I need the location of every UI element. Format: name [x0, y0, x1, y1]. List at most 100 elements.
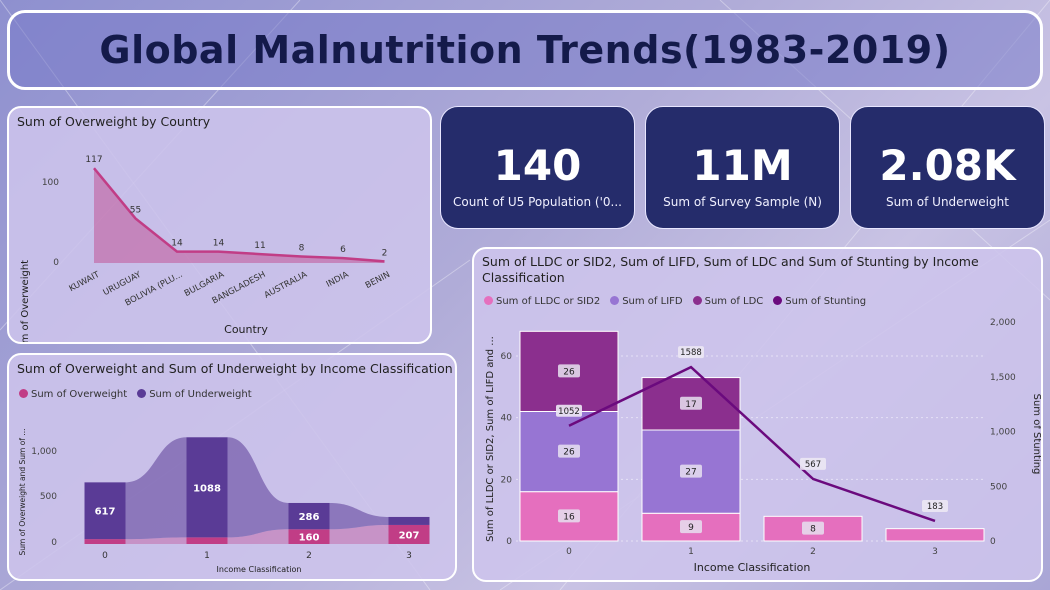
data-label-6: 6	[340, 245, 346, 255]
kpi-card-survey-sample[interactable]: 11M Sum of Survey Sample (N)	[645, 106, 840, 229]
lldc-lifd-ldc-stunting-panel[interactable]: Sum of LLDC or SID2, Sum of LIFD, Sum of…	[472, 247, 1043, 582]
data-label-0: 117	[85, 155, 102, 165]
left-ytick-2: 20	[501, 475, 513, 485]
ribbon-2	[329, 502, 389, 530]
data-label-1: 55	[130, 205, 141, 215]
underweight-bar-0	[84, 482, 126, 540]
overweight-area-chart[interactable]: Sum of Overweight 100 0 Country 117 55 14 1…	[9, 108, 432, 344]
x-tick-label-0: 0	[566, 547, 572, 557]
kpi-label: Sum of Survey Sample (N)	[663, 195, 822, 209]
income-y-axis-label: Sum of Overweight and Sum of ...	[18, 429, 27, 556]
income-ytick-1000: 1,000	[31, 447, 57, 457]
overweight-by-country-panel[interactable]: Sum of Overweight by Country Sum of Over…	[7, 106, 432, 344]
combo-chart-title: Sum of LLDC or SID2, Sum of LIFD, Sum of…	[482, 254, 979, 285]
bar-label-2-0: 26	[563, 367, 575, 377]
bar-data-label-2: 286	[299, 512, 320, 523]
dashboard-header: Global Malnutrition Trends(1983-2019)	[7, 10, 1043, 90]
x-tick-label-3: 3	[932, 547, 938, 557]
bar-label-box-1-0	[558, 444, 580, 458]
bar-data-label-4: 207	[399, 530, 420, 541]
income-chart-title: Sum of Overweight and Sum of Underweight…	[17, 361, 453, 376]
kpi-label: Sum of Underweight	[886, 195, 1009, 209]
bar-label-box-1-1	[680, 464, 702, 478]
income-ribbon-chart[interactable]: Sum of Overweight and Sum of ... 1,000 5…	[9, 355, 457, 581]
legend-item-stunting[interactable]: Sum of Stunting	[773, 296, 866, 307]
bar-label-box-2-0	[558, 364, 580, 378]
bar-label-box-0-2	[802, 521, 824, 535]
bar-label-box-0-0	[558, 509, 580, 523]
stunting-label-box-1	[678, 346, 704, 359]
stunting-label-1: 1588	[680, 348, 702, 358]
kpi-value: 2.08K	[879, 141, 1016, 190]
stunting-label-box-0	[556, 404, 582, 417]
right-ytick-3: 500	[990, 482, 1007, 492]
underweight-bar-3	[388, 516, 430, 525]
legend-item-lifd[interactable]: Sum of LIFD	[610, 296, 683, 307]
legend-item-underweight[interactable]: Sum of Underweight	[137, 389, 252, 400]
income-ytick-500: 500	[40, 492, 57, 502]
underweight-bar-1	[186, 437, 228, 538]
x-tick-label-7: BENIN	[364, 270, 392, 291]
legend-item-ldc[interactable]: Sum of LDC	[692, 296, 763, 307]
data-label-7: 2	[382, 248, 388, 258]
ribbon-2	[329, 524, 389, 544]
income-overweight-underweight-panel[interactable]: Sum of Overweight and Sum of Underweight…	[7, 353, 457, 581]
kpi-value: 140	[493, 141, 582, 190]
page-title: Global Malnutrition Trends(1983-2019)	[99, 28, 951, 72]
x-tick-label-0: KUWAIT	[68, 269, 103, 294]
left-ytick-1: 40	[501, 414, 513, 424]
bar-label-1-1: 27	[685, 468, 696, 478]
data-label-2: 14	[171, 239, 183, 249]
kpi-card-u5-population[interactable]: 140 Count of U5 Population ('0...	[440, 106, 635, 229]
x-tick-label-0: 0	[102, 551, 108, 561]
stunting-label-box-2	[800, 457, 826, 470]
overweight-bar-0	[84, 539, 126, 544]
legend-item-overweight[interactable]: Sum of Overweight	[19, 389, 127, 400]
data-label-5: 8	[299, 244, 305, 254]
kpi-value: 11M	[692, 141, 793, 190]
overweight-bar-2	[288, 529, 330, 544]
income-ytick-0: 0	[51, 538, 57, 548]
stunting-label-box-3	[922, 499, 948, 512]
right-ytick-2: 1,000	[990, 428, 1016, 438]
data-label-3: 14	[213, 239, 225, 249]
stunting-line	[568, 365, 936, 523]
bar-label-0-0: 16	[563, 512, 575, 522]
overweight-area-fill	[94, 168, 385, 263]
overweight-chart-title: Sum of Overweight by Country	[17, 114, 211, 129]
kpi-card-underweight[interactable]: 2.08K Sum of Underweight	[850, 106, 1045, 229]
bar-label-box-0-1	[680, 520, 702, 534]
income-x-axis-label: Income Classification	[217, 565, 302, 574]
stack-bar-0-3	[885, 528, 985, 542]
bar-label-box-2-1	[680, 396, 702, 410]
x-tick-label-2: 2	[306, 551, 312, 561]
income-chart-legend: Sum of Overweight Sum of Underweight	[19, 389, 252, 400]
ribbon-0	[125, 537, 187, 544]
overweight-bar-3	[388, 524, 430, 544]
overweight-ytick-0: 0	[53, 258, 59, 268]
bar-label-0-1: 9	[688, 523, 694, 533]
legend-item-lldc[interactable]: Sum of LLDC or SID2	[484, 296, 600, 307]
x-tick-label-5: AUSTRALIA	[263, 270, 309, 301]
overweight-bar-1	[186, 537, 228, 544]
x-tick-label-2: 2	[810, 547, 816, 557]
x-tick-label-6: INDIA	[325, 270, 351, 290]
combo-right-y-axis-label: Sum of Stunting	[1031, 394, 1042, 475]
x-tick-label-1: 1	[204, 551, 210, 561]
bar-data-label-0: 617	[95, 507, 116, 518]
right-ytick-1: 1,500	[990, 373, 1016, 383]
combo-chart-legend: Sum of LLDC or SID2 Sum of LIFD Sum of L…	[484, 296, 866, 307]
data-label-4: 11	[254, 241, 265, 251]
x-tick-label-1: 1	[688, 547, 694, 557]
overweight-x-axis-label: Country	[224, 323, 268, 336]
x-tick-label-3: 3	[406, 551, 412, 561]
underweight-bar-2	[288, 502, 330, 530]
overweight-ytick-100: 100	[42, 178, 59, 188]
left-ytick-3: 0	[506, 537, 512, 547]
stunting-label-2: 567	[805, 460, 821, 470]
ribbon-1	[227, 529, 289, 544]
combo-x-axis-label: Income Classification	[694, 561, 811, 574]
overweight-y-axis-label: Sum of Overweight	[20, 260, 31, 344]
overweight-line	[93, 167, 385, 263]
combo-stacked-bar-line-chart[interactable]: Sum of LLDC or SID2, Sum of LIFD and ...…	[474, 249, 1043, 582]
